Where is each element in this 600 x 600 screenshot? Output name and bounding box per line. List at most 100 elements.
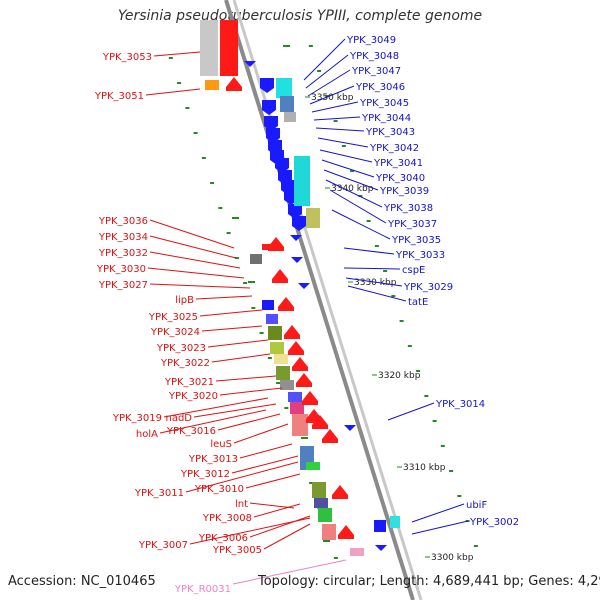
gene-label: lipB [175, 295, 194, 306]
label-leader-line [411, 503, 465, 523]
gene-label: YPK_3005 [212, 545, 262, 556]
ruler-label: 3320 kbp [378, 371, 421, 381]
forward-strand-genes [200, 20, 364, 556]
reverse-arrow [290, 235, 302, 241]
label-leader-line [411, 520, 469, 535]
tick-mark [267, 357, 272, 359]
tick-mark [374, 245, 379, 247]
forward-gene-block [288, 392, 302, 402]
ruler-label: 3350 kbp [311, 93, 354, 103]
forward-gene-block [350, 548, 364, 556]
tick-mark [284, 407, 289, 409]
gene-label: lnt [235, 499, 248, 510]
label-leader-line [219, 387, 283, 396]
gene-label: YPK_3029 [403, 282, 453, 293]
forward-gene-block [205, 80, 219, 90]
ruler-label: 3300 kbp [431, 553, 474, 563]
tick-mark [177, 82, 182, 84]
label-leader-line [321, 159, 375, 178]
label-leader-line [253, 503, 301, 518]
forward-gene [302, 401, 318, 405]
tick-mark [416, 370, 421, 372]
forward-gene [292, 357, 308, 367]
reverse-gene [266, 128, 280, 138]
tick-mark [168, 57, 173, 59]
gene-label: YPK_3044 [361, 113, 411, 124]
topology-text: Topology: circular; Length: 4,689,441 bp… [258, 574, 600, 589]
label-leader-line [159, 409, 267, 434]
gene-label: YPK_3020 [168, 391, 218, 402]
label-leader-line [217, 413, 281, 431]
forward-gene [284, 335, 300, 339]
ruler-label: 3340 kbp [331, 184, 374, 194]
reverse-gene [281, 180, 295, 190]
tick-mark [283, 45, 290, 47]
rna-labels: YPK_R0031 [174, 559, 347, 595]
reverse-gene [292, 216, 306, 226]
tick-mark [440, 445, 445, 447]
label-leader-line [317, 137, 369, 148]
reverse-gene [264, 116, 278, 126]
gene-label: YPK_3036 [98, 216, 148, 227]
label-leader-line [147, 267, 245, 279]
label-leader-line [315, 127, 365, 132]
gene-label: cspE [402, 265, 425, 276]
forward-gene [296, 373, 312, 383]
gene-label: YPK_3012 [180, 469, 230, 480]
tick-mark [259, 332, 264, 334]
forward-gene [272, 269, 288, 279]
gene-label: YPK_3021 [164, 377, 214, 388]
label-leader-line [245, 473, 301, 489]
forward-gene-block [292, 414, 308, 436]
forward-gene [278, 307, 294, 311]
label-leader-line [309, 85, 355, 105]
gene-label: YPK_3010 [194, 484, 244, 495]
tick-mark [193, 132, 198, 134]
tick-mark [234, 257, 239, 259]
label-leader-line [305, 54, 349, 89]
forward-gene-block [270, 342, 284, 354]
tick-mark [251, 307, 256, 309]
reverse-gene [268, 140, 282, 150]
label-leader-line [347, 285, 407, 302]
forward-gene-block [220, 20, 238, 76]
forward-gene-block [200, 20, 218, 76]
label-leader-line [149, 235, 237, 259]
reverse-arrow [291, 257, 303, 263]
forward-gene-block [318, 508, 332, 522]
gene-label: YPK_3011 [134, 488, 184, 499]
tick-mark [333, 557, 338, 559]
label-leader-line [195, 295, 253, 300]
gene-label: YPK_3051 [94, 91, 144, 102]
tick-mark [350, 170, 355, 172]
forward-gene-block [314, 498, 328, 508]
tick-mark [366, 220, 371, 222]
tick-mark [432, 420, 437, 422]
forward-gene [278, 297, 294, 307]
label-leader-line [307, 69, 351, 97]
forward-gene [296, 383, 312, 387]
reverse-gene-block [374, 520, 386, 532]
label-leader-line [149, 283, 251, 289]
gene-label: YPK_3042 [369, 143, 419, 154]
label-leader-line [233, 423, 289, 444]
tick-mark [457, 495, 462, 497]
label-leader-line [232, 559, 347, 585]
forward-gene [268, 247, 284, 251]
forward-gene [226, 77, 242, 87]
gene-label: YPK_3049 [346, 35, 396, 46]
tick-mark [210, 182, 215, 184]
tick-mark [201, 157, 206, 159]
tick-mark [276, 382, 281, 384]
tick-mark [325, 95, 330, 97]
forward-gene-block [322, 524, 336, 540]
gene-label: YPK_3047 [351, 66, 401, 77]
forward-gene-block [276, 366, 290, 380]
gene-label: YPK_3016 [166, 426, 216, 437]
tick-mark [424, 395, 429, 397]
label-leader-line [325, 179, 383, 208]
label-leader-line [199, 309, 263, 317]
gene-label: YPK_3041 [373, 158, 423, 169]
gene-label: YPK_3034 [98, 232, 148, 243]
tick-mark [226, 232, 231, 234]
